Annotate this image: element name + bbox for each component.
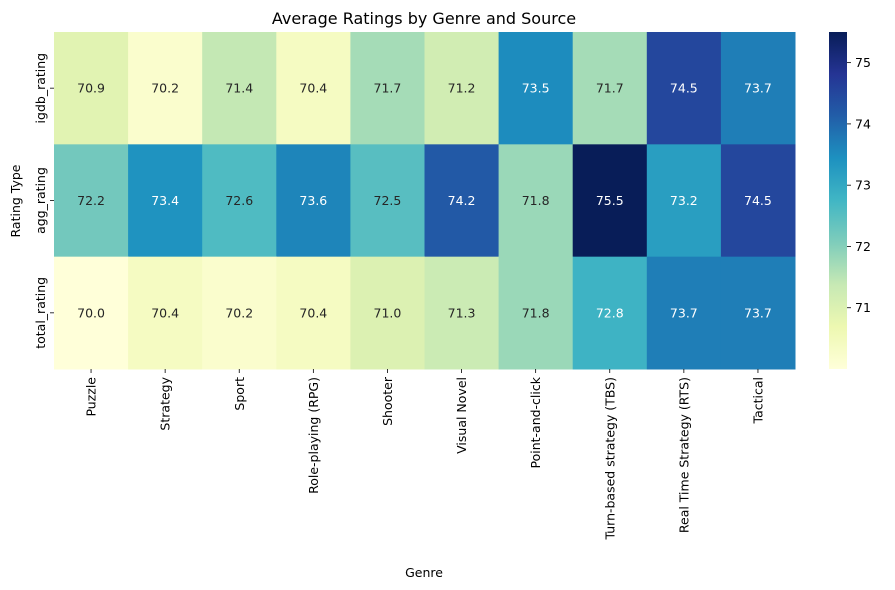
cell-value-label: 70.9 [77, 81, 105, 96]
y-axis-label: Rating Type [8, 164, 23, 237]
heatmap-cell [202, 32, 277, 145]
x-tick-label: Tactical [750, 377, 765, 424]
x-tick-label: Shooter [380, 376, 395, 426]
cell-value-label: 71.3 [448, 305, 476, 320]
y-tick-label: agg_rating [33, 167, 48, 234]
colorbar-tick-label: 73 [855, 178, 871, 193]
heatmap-cell [424, 32, 500, 145]
heatmap-cell [202, 144, 277, 258]
cell-value-label: 72.5 [374, 193, 402, 208]
cell-value-label: 71.4 [225, 81, 253, 96]
cell-value-label: 71.7 [596, 81, 624, 96]
cell-value-label: 75.5 [596, 193, 624, 208]
heatmap-cell [498, 256, 574, 370]
heatmap-cell [54, 256, 129, 370]
heatmap-cell [720, 256, 796, 370]
cell-value-label: 72.8 [596, 305, 624, 320]
colorbar-tick-label: 75 [855, 55, 871, 70]
cell-value-label: 73.7 [744, 81, 772, 96]
heatmap-cell [572, 32, 648, 145]
colorbar-tick-label: 74 [855, 116, 871, 131]
cell-value-label: 74.2 [448, 193, 476, 208]
colorbar-ticks: 71 72 73 74 75 [847, 55, 871, 315]
x-tick-label: Real Time Strategy (RTS) [676, 377, 691, 533]
y-tick-label: total_rating [33, 277, 48, 349]
heatmap-cell [128, 256, 203, 370]
x-tick-label: Role-playing (RPG) [306, 377, 321, 494]
cell-value-label: 73.7 [670, 305, 698, 320]
x-tick-label: Puzzle [84, 377, 99, 417]
x-axis-ticks: Puzzle Strategy Sport Role-playing (RPG) Sho… [84, 369, 765, 541]
cell-value-label: 73.5 [522, 81, 550, 96]
cell-value-label: 71.2 [448, 81, 476, 96]
colorbar-tick-label: 71 [855, 300, 871, 315]
heatmap-cell [646, 256, 722, 370]
heatmap-cell [350, 32, 425, 145]
cell-value-label: 71.8 [522, 193, 550, 208]
heatmap-cell [646, 32, 722, 145]
heatmap-cell [350, 256, 425, 370]
cell-value-label: 73.7 [744, 305, 772, 320]
heatmap-cell [128, 32, 203, 145]
cell-value-label: 70.2 [225, 305, 253, 320]
cell-value-label: 72.6 [225, 193, 253, 208]
cell-value-label: 74.5 [744, 193, 772, 208]
cell-value-label: 71.0 [374, 305, 402, 320]
heatmap-cell [572, 144, 648, 258]
cell-value-label: 70.4 [151, 305, 179, 320]
cell-value-label: 74.5 [670, 81, 698, 96]
cell-value-label: 73.4 [151, 193, 179, 208]
colorbar: 71 72 73 74 75 [829, 32, 871, 369]
heatmap-cell [424, 256, 500, 370]
x-tick-label: Point-and-click [528, 376, 543, 468]
cell-value-label: 70.4 [299, 305, 327, 320]
x-tick-label: Turn-based strategy (TBS) [602, 377, 617, 541]
y-tick-label: igdb_rating [33, 53, 48, 124]
cell-value-label: 71.8 [522, 305, 550, 320]
cell-value-label: 73.6 [299, 193, 327, 208]
heatmap-cell [54, 32, 129, 145]
heatmap-cell [276, 144, 351, 258]
x-axis-label: Genre [405, 565, 443, 580]
cell-value-label: 70.0 [77, 305, 105, 320]
x-tick-label: Strategy [158, 376, 173, 430]
cell-value-label: 72.2 [77, 193, 105, 208]
heatmap-cell [498, 32, 574, 145]
cell-value-label: 73.2 [670, 193, 698, 208]
cell-value-label: 71.7 [374, 81, 402, 96]
chart-title: Average Ratings by Genre and Source [272, 9, 576, 28]
cell-value-label: 70.2 [151, 81, 179, 96]
heatmap-cell [276, 256, 351, 370]
colorbar-gradient [829, 32, 847, 369]
heatmap-cell [424, 144, 500, 258]
colorbar-tick-label: 72 [855, 239, 871, 254]
heatmap-cell-labels: 70.9 70.2 71.4 70.4 71.7 71.2 73.5 71.7 74.5 73.7… [77, 81, 772, 321]
heatmap-cells [54, 32, 796, 370]
heatmap-cell [572, 256, 648, 370]
heatmap-cell [128, 144, 203, 258]
heatmap-cell [498, 144, 574, 258]
heatmap-cell [720, 32, 796, 145]
heatmap-cell [646, 144, 722, 258]
heatmap-cell [720, 144, 796, 258]
heatmap-cell [54, 144, 129, 258]
x-tick-label: Sport [232, 377, 247, 411]
heatmap-cell [202, 256, 277, 370]
heatmap-cell [276, 32, 351, 145]
cell-value-label: 70.4 [299, 81, 327, 96]
heatmap-cell [350, 144, 425, 258]
x-tick-label: Visual Novel [454, 377, 469, 454]
y-axis-ticks: igdb_rating agg_rating total_rating [33, 53, 54, 349]
